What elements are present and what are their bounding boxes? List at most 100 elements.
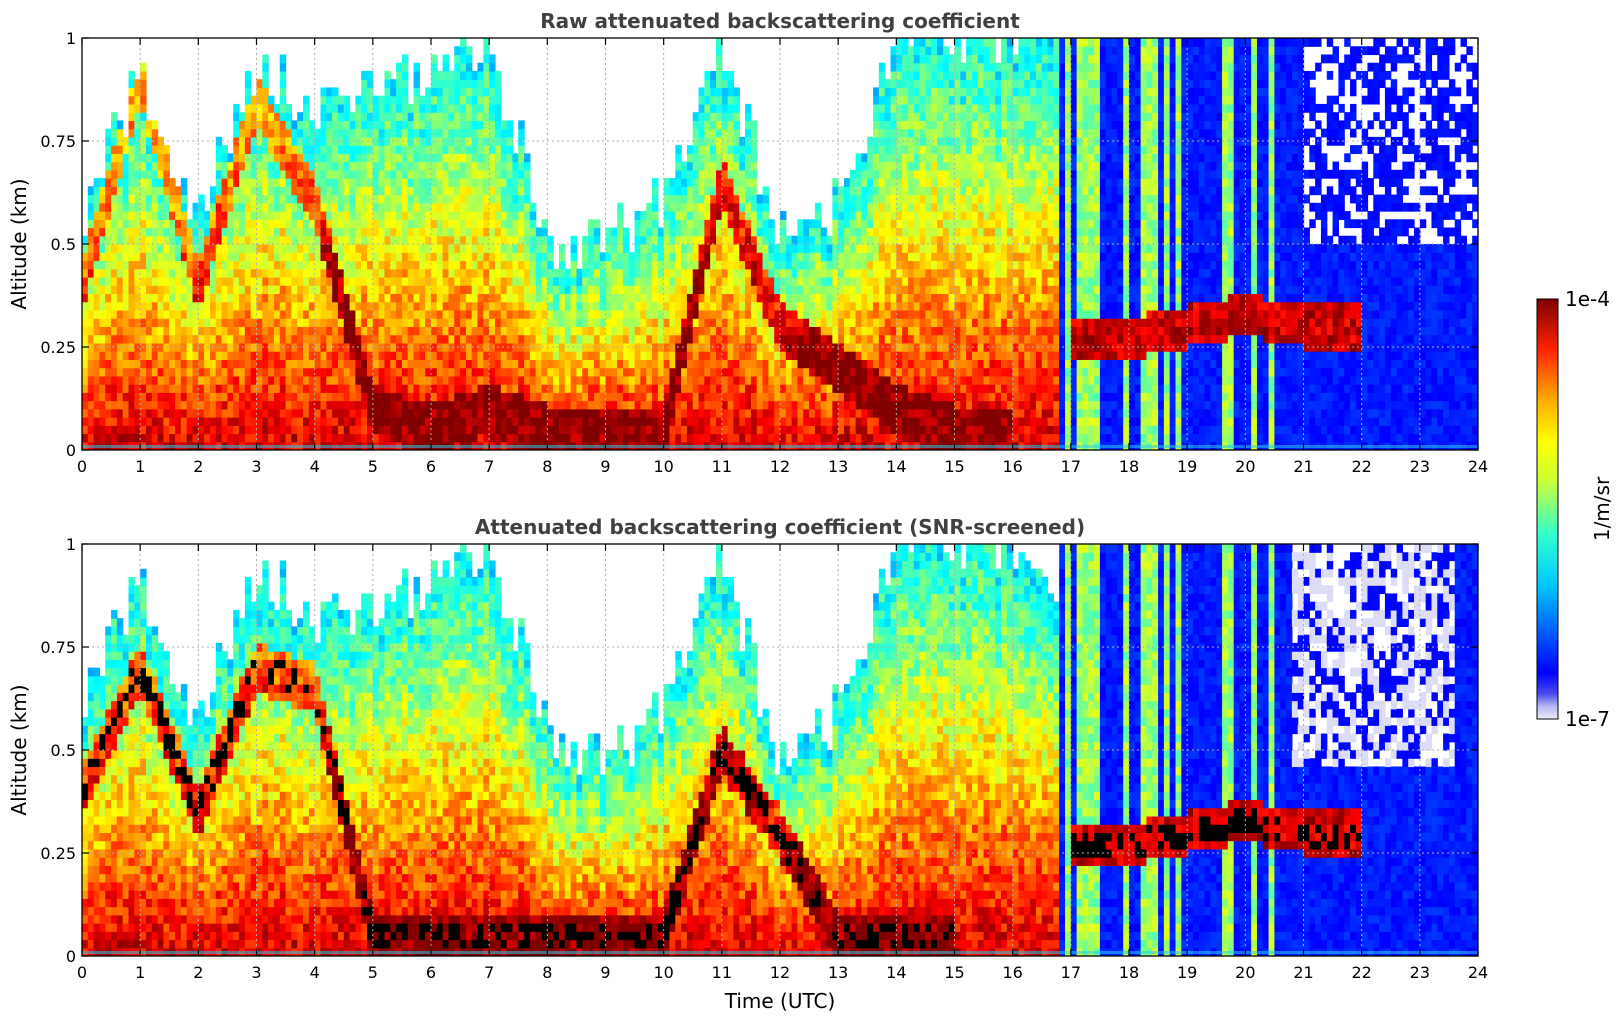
- heatmap-cell: [535, 293, 543, 303]
- heatmap-cell: [762, 186, 769, 196]
- heatmap-cell: [175, 309, 182, 319]
- heatmap-cell: [93, 417, 101, 426]
- heatmap-cell: [407, 285, 415, 295]
- heatmap-cell: [262, 318, 269, 327]
- heatmap-cell: [82, 326, 89, 336]
- heatmap-cell: [465, 375, 473, 385]
- heatmap-cell: [291, 194, 298, 204]
- heatmap-cell: [599, 334, 607, 344]
- heatmap-cell: [111, 408, 118, 418]
- heatmap-cell: [349, 318, 356, 327]
- heatmap-cell: [465, 153, 473, 163]
- heatmap-cell: [82, 293, 89, 303]
- heatmap-cell: [471, 400, 479, 410]
- heatmap-cell: [518, 169, 525, 179]
- heatmap-cell: [524, 161, 531, 171]
- heatmap-cell: [332, 268, 339, 278]
- heatmap-cell: [500, 425, 508, 435]
- heatmap-cell: [337, 359, 345, 369]
- heatmap-cell: [122, 178, 130, 187]
- heatmap-cell: [268, 359, 275, 369]
- heatmap-cell: [186, 235, 194, 245]
- heatmap-cell: [314, 178, 322, 187]
- heatmap-cell: [332, 128, 339, 138]
- heatmap-cell: [378, 128, 386, 138]
- heatmap-cell: [512, 392, 519, 402]
- heatmap-cell: [128, 178, 135, 187]
- heatmap-cell: [215, 334, 223, 344]
- heatmap-cell: [436, 367, 444, 377]
- heatmap-cell: [337, 103, 345, 113]
- heatmap-cell: [768, 425, 775, 435]
- heatmap-cell: [122, 351, 130, 360]
- heatmap-cell: [367, 194, 374, 204]
- heatmap-cell: [832, 326, 839, 336]
- heatmap-cell: [111, 425, 118, 435]
- heatmap-cell: [547, 408, 554, 418]
- heatmap-cell: [681, 194, 688, 204]
- heatmap-cell: [134, 178, 141, 187]
- heatmap-cell: [454, 178, 461, 187]
- heatmap-cell: [803, 301, 810, 311]
- heatmap-cell: [256, 408, 263, 418]
- heatmap-cell: [843, 194, 851, 204]
- heatmap-cell: [303, 425, 310, 435]
- heatmap-cell: [582, 400, 589, 410]
- heatmap-cell: [448, 318, 455, 327]
- heatmap-cell: [541, 417, 548, 426]
- heatmap-cell: [239, 367, 246, 377]
- heatmap-cell: [326, 417, 333, 426]
- heatmap-cell: [332, 334, 339, 344]
- heatmap-cell: [361, 95, 368, 105]
- heatmap-cell: [797, 301, 804, 311]
- heatmap-cell: [372, 326, 380, 336]
- heatmap-cell: [314, 268, 322, 278]
- heatmap-cell: [582, 268, 589, 278]
- heatmap-cell: [843, 417, 851, 426]
- heatmap-cell: [285, 227, 292, 237]
- heatmap-cell: [739, 161, 746, 171]
- heatmap-cell: [361, 227, 368, 237]
- heatmap-cell: [832, 392, 839, 402]
- heatmap-cell: [465, 425, 473, 435]
- heatmap-cell: [128, 334, 135, 344]
- heatmap-cell: [425, 326, 432, 336]
- heatmap-cell: [675, 326, 682, 336]
- heatmap-cell: [762, 392, 769, 402]
- heatmap-cell: [442, 219, 450, 229]
- heatmap-cell: [314, 309, 322, 319]
- heatmap-cell: [460, 235, 467, 245]
- heatmap-cell: [128, 417, 135, 426]
- heatmap-cell: [593, 326, 601, 336]
- heatmap-cell: [279, 260, 287, 270]
- heatmap-cell: [361, 408, 368, 418]
- heatmap-cell: [471, 359, 479, 369]
- heatmap-cell: [477, 136, 484, 146]
- heatmap-cell: [710, 178, 717, 187]
- heatmap-cell: [855, 161, 863, 171]
- heatmap-cell: [186, 260, 194, 270]
- heatmap-cell: [390, 95, 397, 105]
- heatmap-cell: [500, 268, 508, 278]
- heatmap-cell: [204, 425, 211, 435]
- heatmap-cell: [646, 268, 653, 278]
- heatmap-cell: [524, 194, 531, 204]
- heatmap-cell: [460, 417, 467, 426]
- heatmap-cell: [396, 227, 403, 237]
- heatmap-cell: [198, 425, 205, 435]
- heatmap-cell: [390, 375, 397, 385]
- heatmap-cell: [198, 400, 205, 410]
- heatmap-cell: [99, 334, 106, 344]
- heatmap-cell: [361, 153, 368, 163]
- heatmap-cell: [809, 276, 816, 286]
- heatmap-cell: [157, 235, 165, 245]
- heatmap-cell: [215, 384, 223, 393]
- heatmap-cell: [733, 342, 740, 352]
- heatmap-cell: [355, 334, 362, 344]
- heatmap-cell: [785, 301, 793, 311]
- heatmap-cell: [774, 318, 781, 327]
- heatmap-cell: [378, 202, 386, 212]
- heatmap-cell: [279, 408, 287, 418]
- heatmap-cell: [384, 417, 391, 426]
- heatmap-cell: [303, 211, 310, 220]
